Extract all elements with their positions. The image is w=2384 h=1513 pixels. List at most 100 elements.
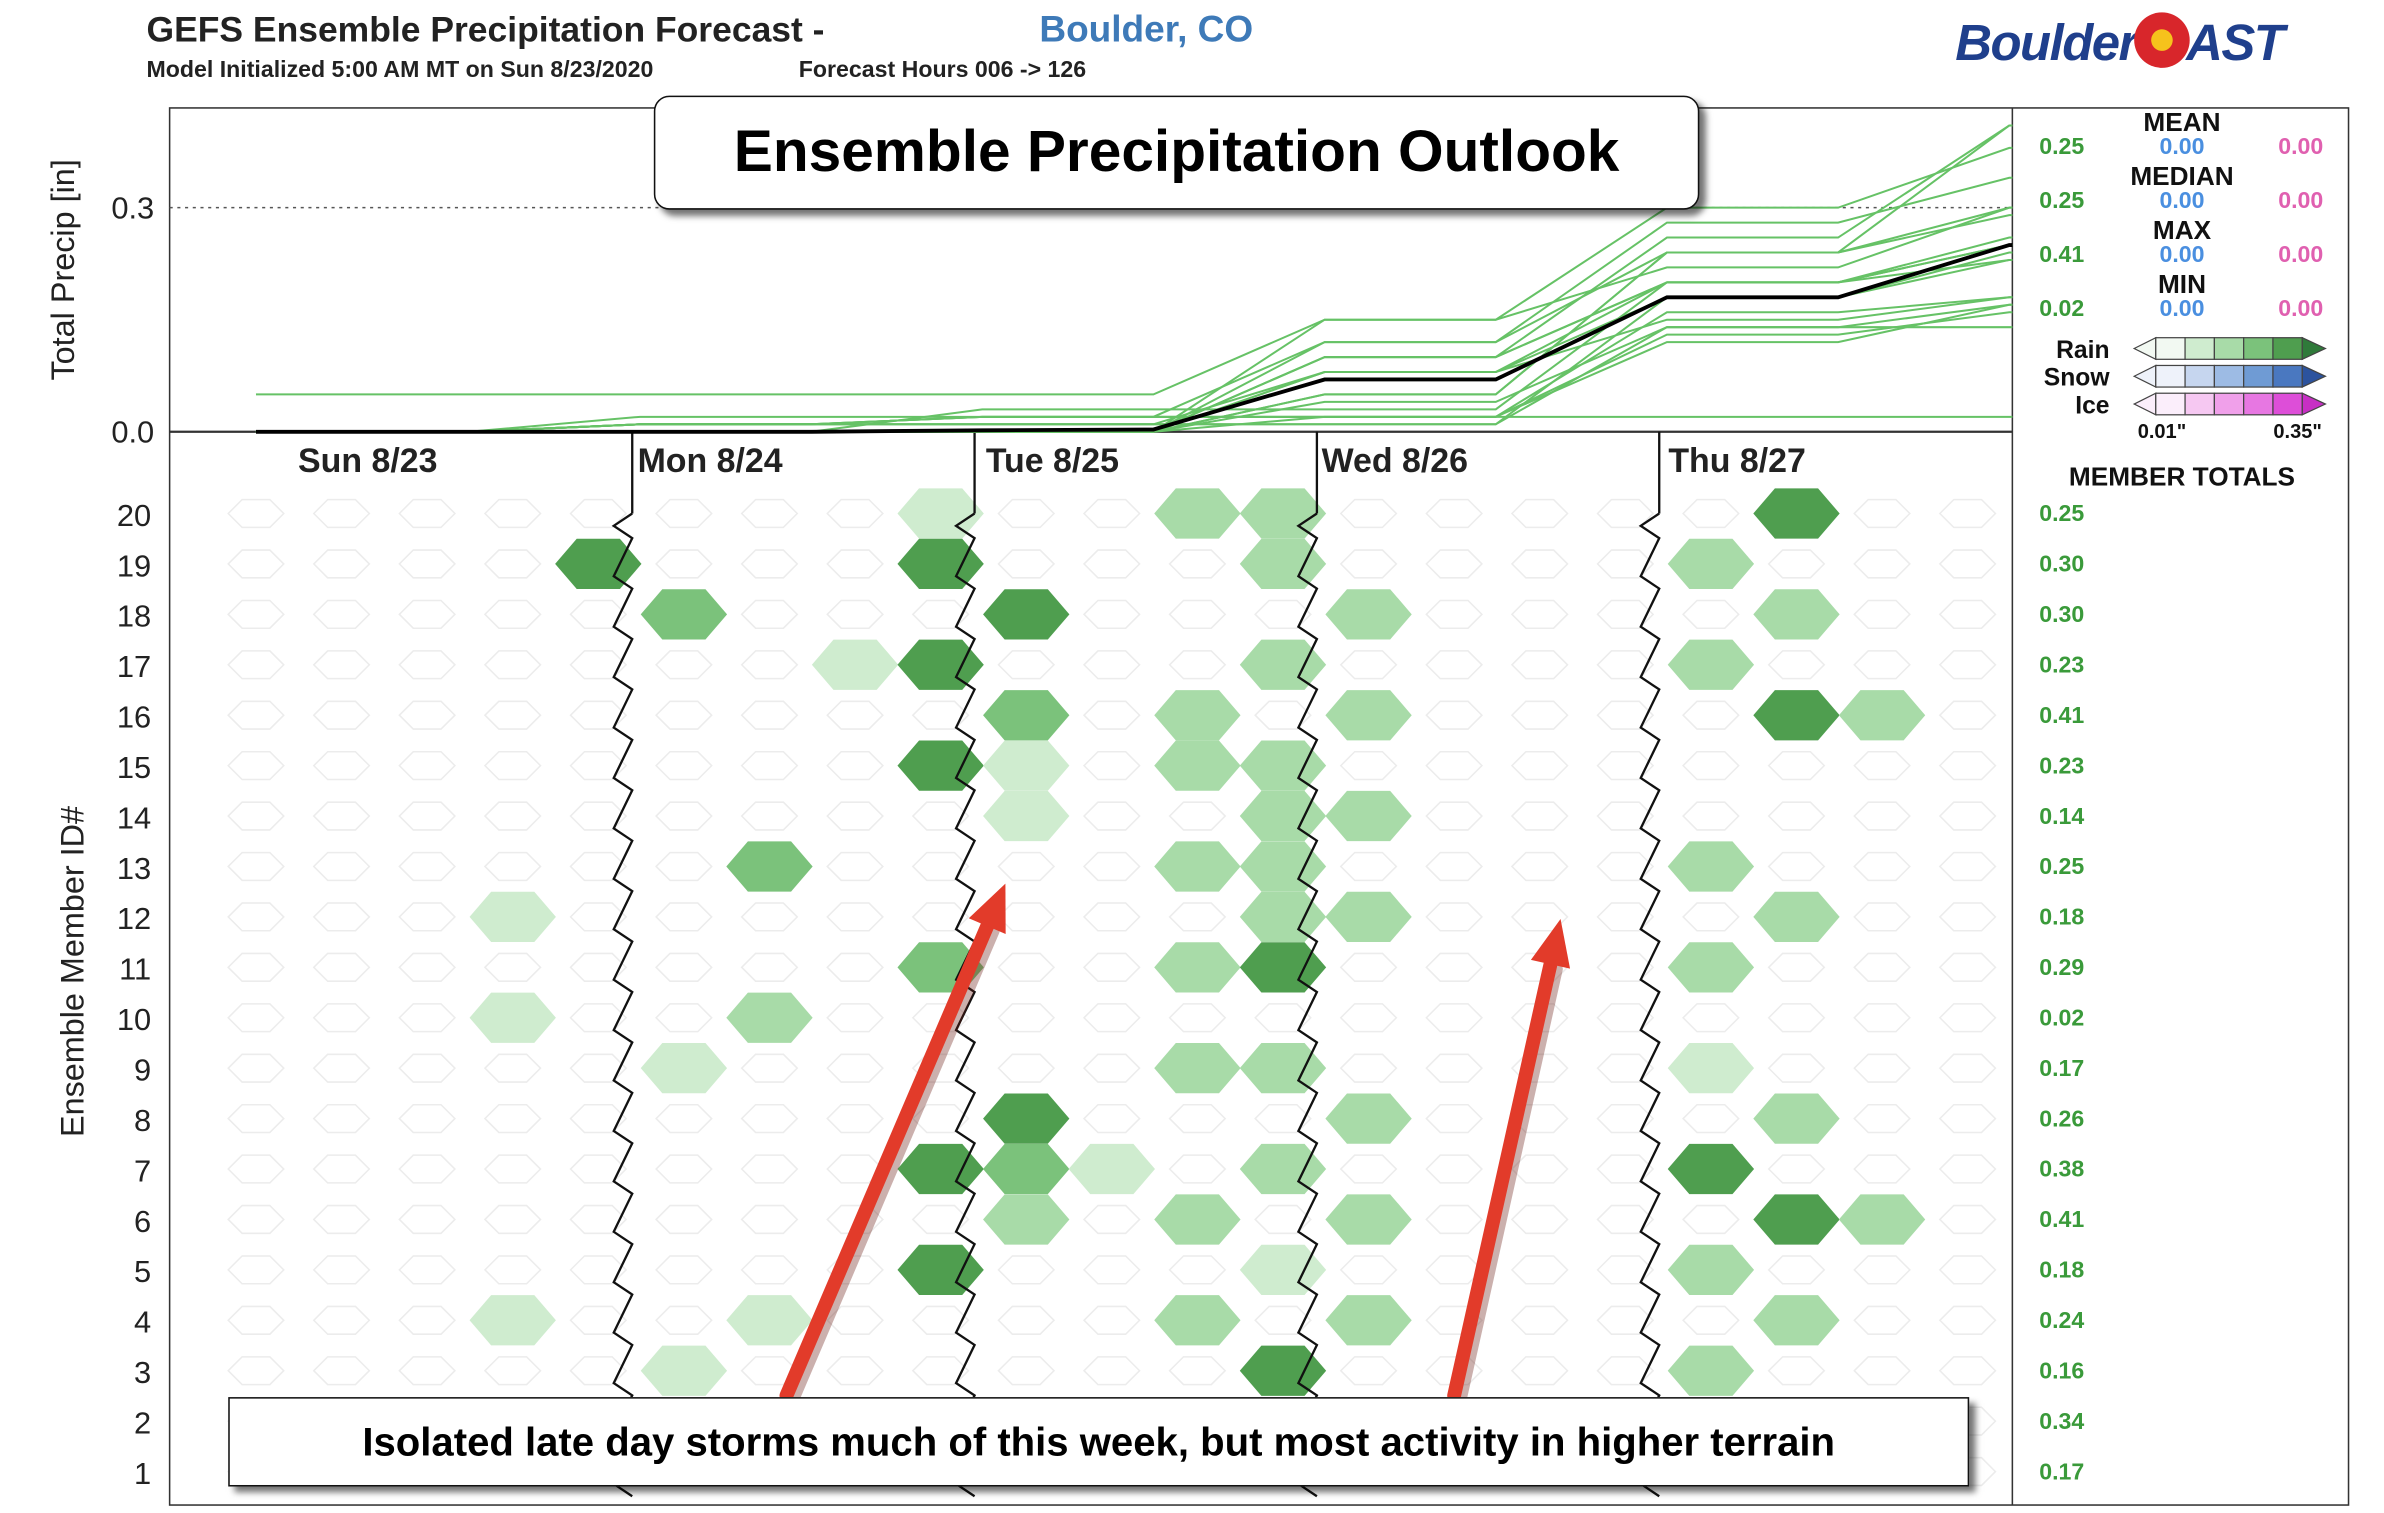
member-id-label: 15 [117,750,151,785]
grid-hex [1254,599,1312,629]
grid-hex [227,801,285,831]
grid-hex [1596,1003,1655,1033]
grid-hex [1596,1356,1655,1386]
grid-hex [1254,1003,1312,1033]
grid-hex [911,599,970,629]
grid-hex [655,700,713,730]
grid-hex [312,750,371,781]
grid-hex [398,1053,456,1083]
grid-hex [483,700,542,730]
arrow-head [968,883,1006,935]
grid-hex [1853,801,1911,831]
grid-hex [997,952,1056,982]
grid-hex [911,902,970,932]
grid-hex [1254,1103,1312,1134]
member-id-label: 19 [117,548,151,583]
grid-hex [1853,549,1911,579]
grid-hex [312,1356,371,1386]
precip-hex [1154,740,1241,791]
member-total-value: 0.23 [2039,651,2084,677]
grid-hex [740,801,799,831]
grid-hex [655,549,713,579]
grid-hex [655,1003,713,1033]
grid-hex [740,1154,799,1184]
grid-hex [1082,1356,1141,1386]
grid-hex [1938,750,1997,781]
precip-hex [1154,1194,1241,1245]
grid-hex [569,1103,628,1134]
grid-hex [1853,599,1911,629]
precip-hex [983,1143,1070,1195]
precip-hex [1753,1093,1840,1144]
grid-hex [1853,750,1911,781]
grid-hex [227,1103,285,1134]
legend-swatch [2155,337,2186,360]
grid-hex [1254,700,1312,730]
grid-hex [1425,851,1483,882]
grid-hex [1082,549,1141,579]
grid-hex [997,851,1056,882]
precip-hex [983,1093,1070,1144]
grid-hex [1510,851,1569,882]
grid-hex [826,1103,884,1134]
stat-snow-value: 0.00 [2159,187,2204,213]
precip-hex [897,639,984,690]
precip-hex [1838,690,1926,741]
member-total-value: 0.26 [2039,1105,2084,1131]
grid-hex [1767,1003,1826,1033]
grid-hex [1339,1154,1398,1184]
grid-hex [997,1255,1056,1285]
grid-hex [740,498,799,529]
grid-hex [1168,1003,1227,1033]
legend-swatch [2184,392,2215,416]
grid-hex [312,902,371,932]
grid-hex [1168,1356,1227,1386]
stat-rain-value: 0.25 [2039,187,2084,213]
grid-hex [569,498,628,529]
forecast-hours-label: Forecast Hours 006 -> 126 [798,57,1087,84]
grid-hex [227,1255,285,1285]
precip-hex [1325,1295,1412,1346]
grid-hex [398,1255,456,1285]
member-line [255,311,2013,433]
grid-hex [1510,1356,1569,1386]
stat-ice-value: 0.00 [2278,187,2323,213]
grid-hex [1596,599,1655,629]
grid-hex [655,1154,713,1184]
member-total-value: 0.16 [2039,1357,2084,1383]
precip-hex [1667,1143,1755,1195]
member-id-label: 12 [117,901,151,936]
grid-hex [1682,1103,1740,1134]
grid-hex [1425,1154,1483,1184]
grid-hex [1596,801,1655,831]
grid-hex [227,549,285,579]
grid-hex [1510,650,1569,680]
grid-hex [1767,549,1826,579]
grid-hex [1510,549,1569,579]
day-label: Mon 8/24 [638,442,783,480]
member-total-value: 0.02 [2039,1004,2084,1030]
precip-hex [1239,740,1327,791]
precip-hex [1838,1194,1926,1245]
precip-hex [897,1143,984,1195]
grid-hex [655,1103,713,1134]
grid-hex [483,1154,542,1184]
member-lines [255,124,2013,434]
note-callout: Isolated late day storms much of this we… [228,1397,1970,1487]
precip-hex [1667,1043,1755,1094]
grid-hex [1938,1003,1997,1033]
grid-hex [1510,1003,1569,1033]
grid-hex [569,1003,628,1033]
outlook-callout: Ensemble Precipitation Outlook [653,95,1700,210]
grid-hex [1082,750,1141,781]
precip-hex [1667,841,1755,892]
grid-hex [1082,1305,1141,1335]
legend-max-triangle [2301,336,2327,361]
grid-hex [398,1305,456,1335]
grid-hex [1596,1154,1655,1184]
member-total-value: 0.17 [2039,1458,2084,1484]
grid-hex [483,1053,542,1083]
grid-hex [1853,1305,1911,1335]
grid-hex [1938,1255,1997,1285]
